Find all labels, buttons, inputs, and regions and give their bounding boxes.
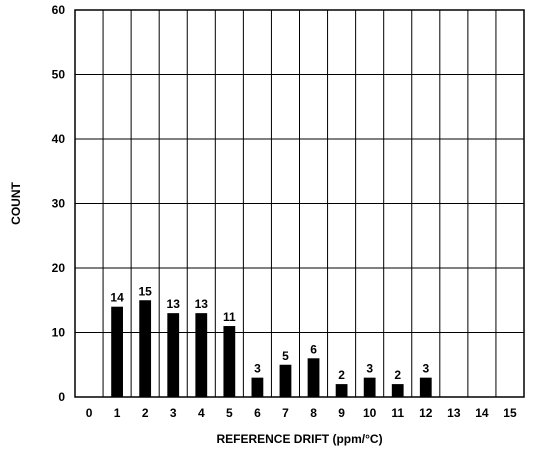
- bar-value-label: 6: [310, 342, 317, 356]
- y-tick-label: 20: [52, 261, 66, 275]
- x-tick-labels: 0 1 2 3 4 5 6 7 8 9 10 11 12 13 14 15: [86, 406, 517, 420]
- bar-value-label: 14: [110, 291, 124, 305]
- bar: [391, 384, 404, 397]
- y-tick-label: 10: [52, 326, 66, 340]
- bar-value-label: 13: [195, 297, 209, 311]
- bar-series: [111, 300, 432, 397]
- x-tick-label: 0: [86, 406, 93, 420]
- bar: [223, 326, 236, 397]
- x-tick-label: 6: [254, 406, 261, 420]
- y-tick-label: 60: [52, 3, 66, 17]
- bar: [251, 377, 264, 397]
- bar-value-label: 13: [167, 297, 181, 311]
- x-tick-label: 9: [338, 406, 345, 420]
- x-tick-label: 5: [226, 406, 233, 420]
- bar-value-labels: 14 15 13 13 11 3 5 6 2 3 2 3: [110, 284, 429, 382]
- bar-value-label: 2: [338, 368, 345, 382]
- plot-border: [74, 9, 525, 398]
- x-tick-label: 13: [447, 406, 461, 420]
- bar: [167, 313, 180, 397]
- bar: [363, 377, 376, 397]
- y-axis-title: COUNT: [9, 182, 23, 225]
- x-tick-label: 10: [363, 406, 377, 420]
- bar: [307, 358, 320, 397]
- x-tick-label: 2: [142, 406, 149, 420]
- x-axis-title: REFERENCE DRIFT (ppm/°C): [216, 432, 382, 446]
- y-tick-label: 40: [52, 132, 66, 146]
- bar: [195, 313, 208, 397]
- y-tick-label: 0: [58, 390, 65, 404]
- bar: [419, 377, 432, 397]
- bar: [139, 300, 152, 397]
- x-tick-label: 8: [310, 406, 317, 420]
- bar-value-label: 5: [282, 349, 289, 363]
- bar-value-label: 15: [138, 284, 152, 298]
- bar: [111, 306, 123, 397]
- x-tick-label: 4: [198, 406, 205, 420]
- y-tick-label: 30: [52, 197, 66, 211]
- x-tick-label: 7: [282, 406, 289, 420]
- plot-frame: [74, 9, 525, 398]
- y-tick-label: 50: [52, 68, 66, 82]
- x-tick-label: 15: [503, 406, 517, 420]
- x-tick-label: 1: [114, 406, 121, 420]
- x-tick-label: 12: [419, 406, 433, 420]
- x-tick-label: 3: [170, 406, 177, 420]
- bar-value-label: 11: [223, 310, 236, 324]
- x-tick-label: 14: [475, 406, 489, 420]
- bar-value-label: 3: [254, 362, 261, 376]
- x-tick-label: 11: [391, 406, 404, 420]
- bar-value-label: 3: [366, 362, 373, 376]
- bar-value-label: 3: [422, 362, 429, 376]
- bar-value-label: 2: [394, 368, 401, 382]
- bar: [335, 384, 348, 397]
- y-tick-labels: 0 10 20 30 40 50 60: [52, 3, 66, 404]
- bar: [279, 364, 292, 397]
